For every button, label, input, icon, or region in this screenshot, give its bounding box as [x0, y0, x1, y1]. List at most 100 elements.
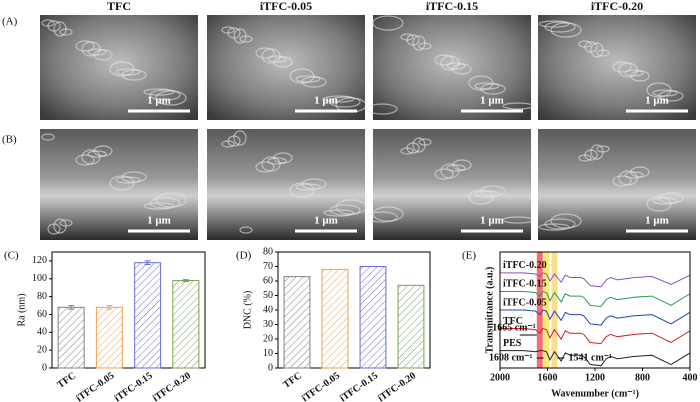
- scale-bar-label: 1 μm: [645, 95, 669, 107]
- texture: [544, 218, 576, 230]
- texture: [87, 48, 107, 56]
- y-tick-label: 20: [37, 344, 47, 355]
- texture: [301, 76, 327, 88]
- texture: [93, 49, 113, 61]
- texture: [149, 197, 181, 209]
- texture: [452, 159, 472, 171]
- texture: [418, 138, 432, 146]
- panel-label: (B): [2, 134, 17, 146]
- texture: [652, 89, 678, 97]
- x-tick-label: 1600: [538, 372, 558, 383]
- texture: [446, 164, 466, 172]
- texture: [446, 62, 466, 70]
- texture: [233, 130, 247, 146]
- panel-label: (E): [462, 250, 476, 262]
- texture: [267, 157, 287, 165]
- texture: [372, 15, 404, 31]
- legend-label: PES: [503, 338, 522, 349]
- texture: [366, 103, 398, 115]
- sem-image: [373, 129, 531, 240]
- texture: [335, 199, 367, 215]
- texture: [544, 21, 576, 33]
- column-title: iTFC-0.05: [260, 0, 312, 13]
- texture: [59, 28, 73, 36]
- bar: [283, 276, 311, 369]
- x-tick-label: iTFC-0.05: [74, 370, 116, 402]
- y-axis-label: Ra (nm): [16, 293, 27, 326]
- annotation: 1541 cm⁻¹: [569, 352, 613, 363]
- texture: [301, 178, 327, 190]
- band: [551, 252, 558, 368]
- x-tick-label: TFC: [55, 370, 78, 390]
- y-tick-label: 20: [263, 333, 273, 344]
- y-tick-label: 70: [263, 261, 273, 272]
- y-tick-label: 0: [42, 362, 47, 373]
- y-tick-label: 120: [32, 255, 47, 266]
- texture: [538, 20, 570, 28]
- texture: [323, 95, 355, 103]
- texture: [255, 47, 275, 59]
- annotation: 1608 cm⁻¹: [489, 352, 533, 363]
- texture: [121, 171, 147, 183]
- error-bar: [182, 279, 189, 282]
- texture: [502, 102, 534, 110]
- texture: [75, 154, 95, 166]
- bar: [359, 266, 387, 369]
- x-tick-label: 800: [635, 372, 650, 383]
- y-tick-label: 60: [263, 275, 273, 286]
- texture: [143, 202, 175, 210]
- texture: [596, 49, 610, 57]
- column-title: iTFC-0.15: [426, 0, 478, 13]
- panel-label: (A): [2, 16, 18, 28]
- texture: [418, 42, 432, 50]
- y-tick-label: 30: [263, 319, 273, 330]
- legend-label: iTFC-0.20: [503, 260, 547, 271]
- texture: [372, 206, 404, 222]
- band: [543, 252, 550, 368]
- texture: [93, 145, 113, 157]
- panel-label: (C): [4, 250, 19, 262]
- y-tick-label: 100: [32, 273, 47, 284]
- y-axis-label: DNC (%): [242, 291, 253, 330]
- y-tick-label: 60: [37, 309, 47, 320]
- texture: [267, 55, 287, 63]
- x-tick-label: 2000: [490, 372, 510, 383]
- bar: [172, 280, 200, 369]
- texture: [366, 211, 398, 223]
- texture: [121, 69, 147, 81]
- texture: [550, 213, 582, 229]
- scale-bar-label: 1 μm: [147, 95, 171, 107]
- scale-bar-label: 1 μm: [480, 95, 504, 107]
- sem-image: [40, 15, 198, 120]
- legend-label: iTFC-0.15: [503, 279, 547, 290]
- x-axis-label: Wavenumber (cm⁻¹): [551, 388, 639, 399]
- texture: [329, 96, 361, 108]
- texture: [596, 145, 610, 153]
- texture: [658, 90, 684, 102]
- texture: [87, 150, 107, 158]
- texture: [480, 83, 506, 95]
- annotation: 1665 cm⁻¹: [492, 322, 536, 333]
- column-title: iTFC-0.20: [591, 0, 643, 13]
- texture: [59, 219, 73, 227]
- plot-frame: [277, 251, 431, 369]
- bar: [57, 306, 85, 369]
- sem-image: [373, 15, 531, 120]
- texture: [630, 70, 650, 82]
- texture: [612, 61, 632, 73]
- texture: [273, 56, 293, 68]
- y-tick-label: 40: [263, 304, 273, 315]
- texture: [329, 204, 361, 216]
- texture: [658, 192, 684, 204]
- y-tick-label: 80: [37, 291, 47, 302]
- texture: [323, 209, 355, 217]
- x-tick-label: iTFC-0.15: [113, 370, 155, 402]
- y-tick-label: 50: [263, 290, 273, 301]
- texture: [149, 89, 181, 101]
- error-bar: [144, 260, 151, 265]
- texture: [624, 171, 644, 179]
- texture: [273, 152, 293, 164]
- scale-bar-label: 1 μm: [314, 215, 338, 227]
- x-tick-label: iTFC-0.20: [151, 370, 193, 402]
